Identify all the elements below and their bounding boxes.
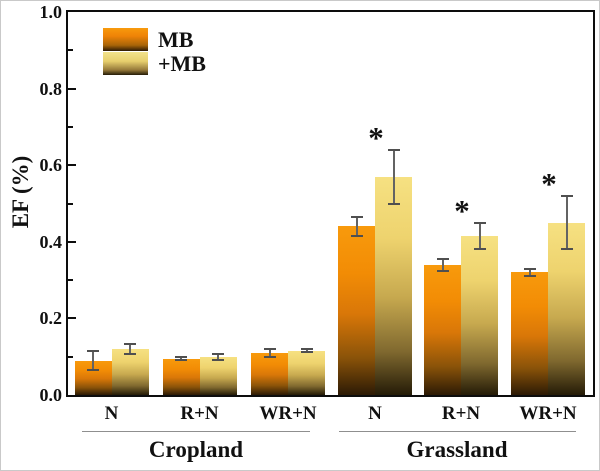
y-major-tick xyxy=(68,240,76,243)
legend-label-plus-mb: +MB xyxy=(158,51,206,76)
x-tick-label-cropland-R+N: R+N xyxy=(180,403,219,424)
x-tick-label-grassland-WR+N: WR+N xyxy=(519,403,577,424)
error-bar xyxy=(392,149,395,204)
bar-MB-cropland-R+N xyxy=(162,358,200,395)
y-major-tick xyxy=(68,164,76,167)
error-bar-cap-top xyxy=(473,221,486,224)
x-tick-label-grassland-R+N: R+N xyxy=(441,403,481,424)
x-tick-label-cropland-WR+N: WR+N xyxy=(259,403,317,424)
error-bar-cap-top xyxy=(300,348,313,351)
y-minor-tick xyxy=(68,355,73,358)
cropland-group-line xyxy=(82,431,310,432)
bar-MB-grassland-N xyxy=(338,226,375,395)
error-bar-cap-top xyxy=(263,348,276,351)
legend: MB +MB xyxy=(103,28,303,76)
y-tick-label: 0.4 xyxy=(39,231,63,252)
bar-plusMB-cropland-N xyxy=(111,349,149,395)
significance-asterisk: * xyxy=(541,165,557,201)
error-bar-cap-bottom xyxy=(436,269,449,272)
bar-plusMB-grassland-N xyxy=(375,176,412,395)
error-bar-cap-bottom xyxy=(87,369,99,372)
y-minor-tick xyxy=(68,279,73,282)
error-bar-cap-bottom xyxy=(387,202,400,205)
significance-asterisk: * xyxy=(368,119,384,155)
error-bar-cap-top xyxy=(350,215,363,218)
error-bar-cap-top xyxy=(523,268,536,271)
error-bar-cap-top xyxy=(436,258,449,261)
y-tick-label: 0.8 xyxy=(39,78,63,99)
error-bar xyxy=(478,222,481,250)
bar-plusMB-cropland-R+N xyxy=(199,356,237,395)
error-bar-cap-bottom xyxy=(350,235,363,238)
error-bar-cap-top xyxy=(560,194,573,197)
y-tick-label: 0.0 xyxy=(39,385,63,405)
error-bar xyxy=(528,269,531,276)
error-bar xyxy=(129,344,131,354)
y-minor-tick xyxy=(68,125,73,128)
error-bar-cap-bottom xyxy=(124,352,136,355)
y-major-tick xyxy=(68,317,76,320)
error-bar-cap-bottom xyxy=(212,358,224,361)
bar-MB-grassland-R+N xyxy=(424,264,461,395)
y-major-tick xyxy=(68,87,76,90)
error-bar-cap-bottom xyxy=(175,359,187,362)
x-tick-label-cropland-N: N xyxy=(104,403,119,424)
error-bar xyxy=(305,349,308,353)
legend-entry-plus-mb: +MB xyxy=(103,52,303,76)
error-bar-cap-top xyxy=(87,349,99,352)
legend-label-mb: MB xyxy=(158,27,194,52)
grassland-group-line xyxy=(339,431,576,432)
error-bar xyxy=(217,353,219,360)
bar-plusMB-grassland-WR+N xyxy=(548,222,585,395)
legend-entry-mb: MB xyxy=(103,28,303,52)
error-bar-cap-bottom xyxy=(300,351,313,354)
error-bar-cap-bottom xyxy=(473,248,486,251)
y-minor-tick xyxy=(68,202,73,205)
error-bar xyxy=(92,350,94,371)
x-tick-label-grassland-N: N xyxy=(368,403,382,424)
bar-plusMB-cropland-WR+N xyxy=(288,350,325,395)
error-bar-cap-bottom xyxy=(523,274,536,277)
plot-area: MB +MB * * * xyxy=(66,10,595,397)
grassland-group-label: Grassland xyxy=(406,437,508,462)
significance-asterisk: * xyxy=(454,192,470,228)
error-bar xyxy=(441,259,444,271)
error-bar-cap-top xyxy=(387,148,400,151)
error-bar xyxy=(565,195,568,250)
error-bar xyxy=(180,357,182,361)
error-bar-cap-top xyxy=(124,343,136,346)
error-bar xyxy=(355,216,358,237)
y-tick-label: 1.0 xyxy=(39,2,63,22)
bar-plusMB-grassland-R+N xyxy=(461,236,498,395)
y-tick-label: 0.2 xyxy=(39,308,63,329)
bar-MB-cropland-WR+N xyxy=(251,352,288,395)
y-minor-tick xyxy=(68,49,73,52)
legend-swatch-plus-mb-icon xyxy=(103,52,148,75)
y-tick-label: 0.6 xyxy=(39,155,63,176)
legend-swatch-mb-icon xyxy=(103,28,148,51)
error-bar-cap-bottom xyxy=(560,248,573,251)
error-bar-cap-bottom xyxy=(263,355,276,358)
error-bar-cap-top xyxy=(175,356,187,359)
error-bar-cap-top xyxy=(212,352,224,355)
cropland-group-label: Cropland xyxy=(148,437,244,462)
plot-inner: MB +MB * * * xyxy=(68,12,593,395)
bar-MB-grassland-WR+N xyxy=(511,272,548,395)
error-bar xyxy=(268,349,271,357)
